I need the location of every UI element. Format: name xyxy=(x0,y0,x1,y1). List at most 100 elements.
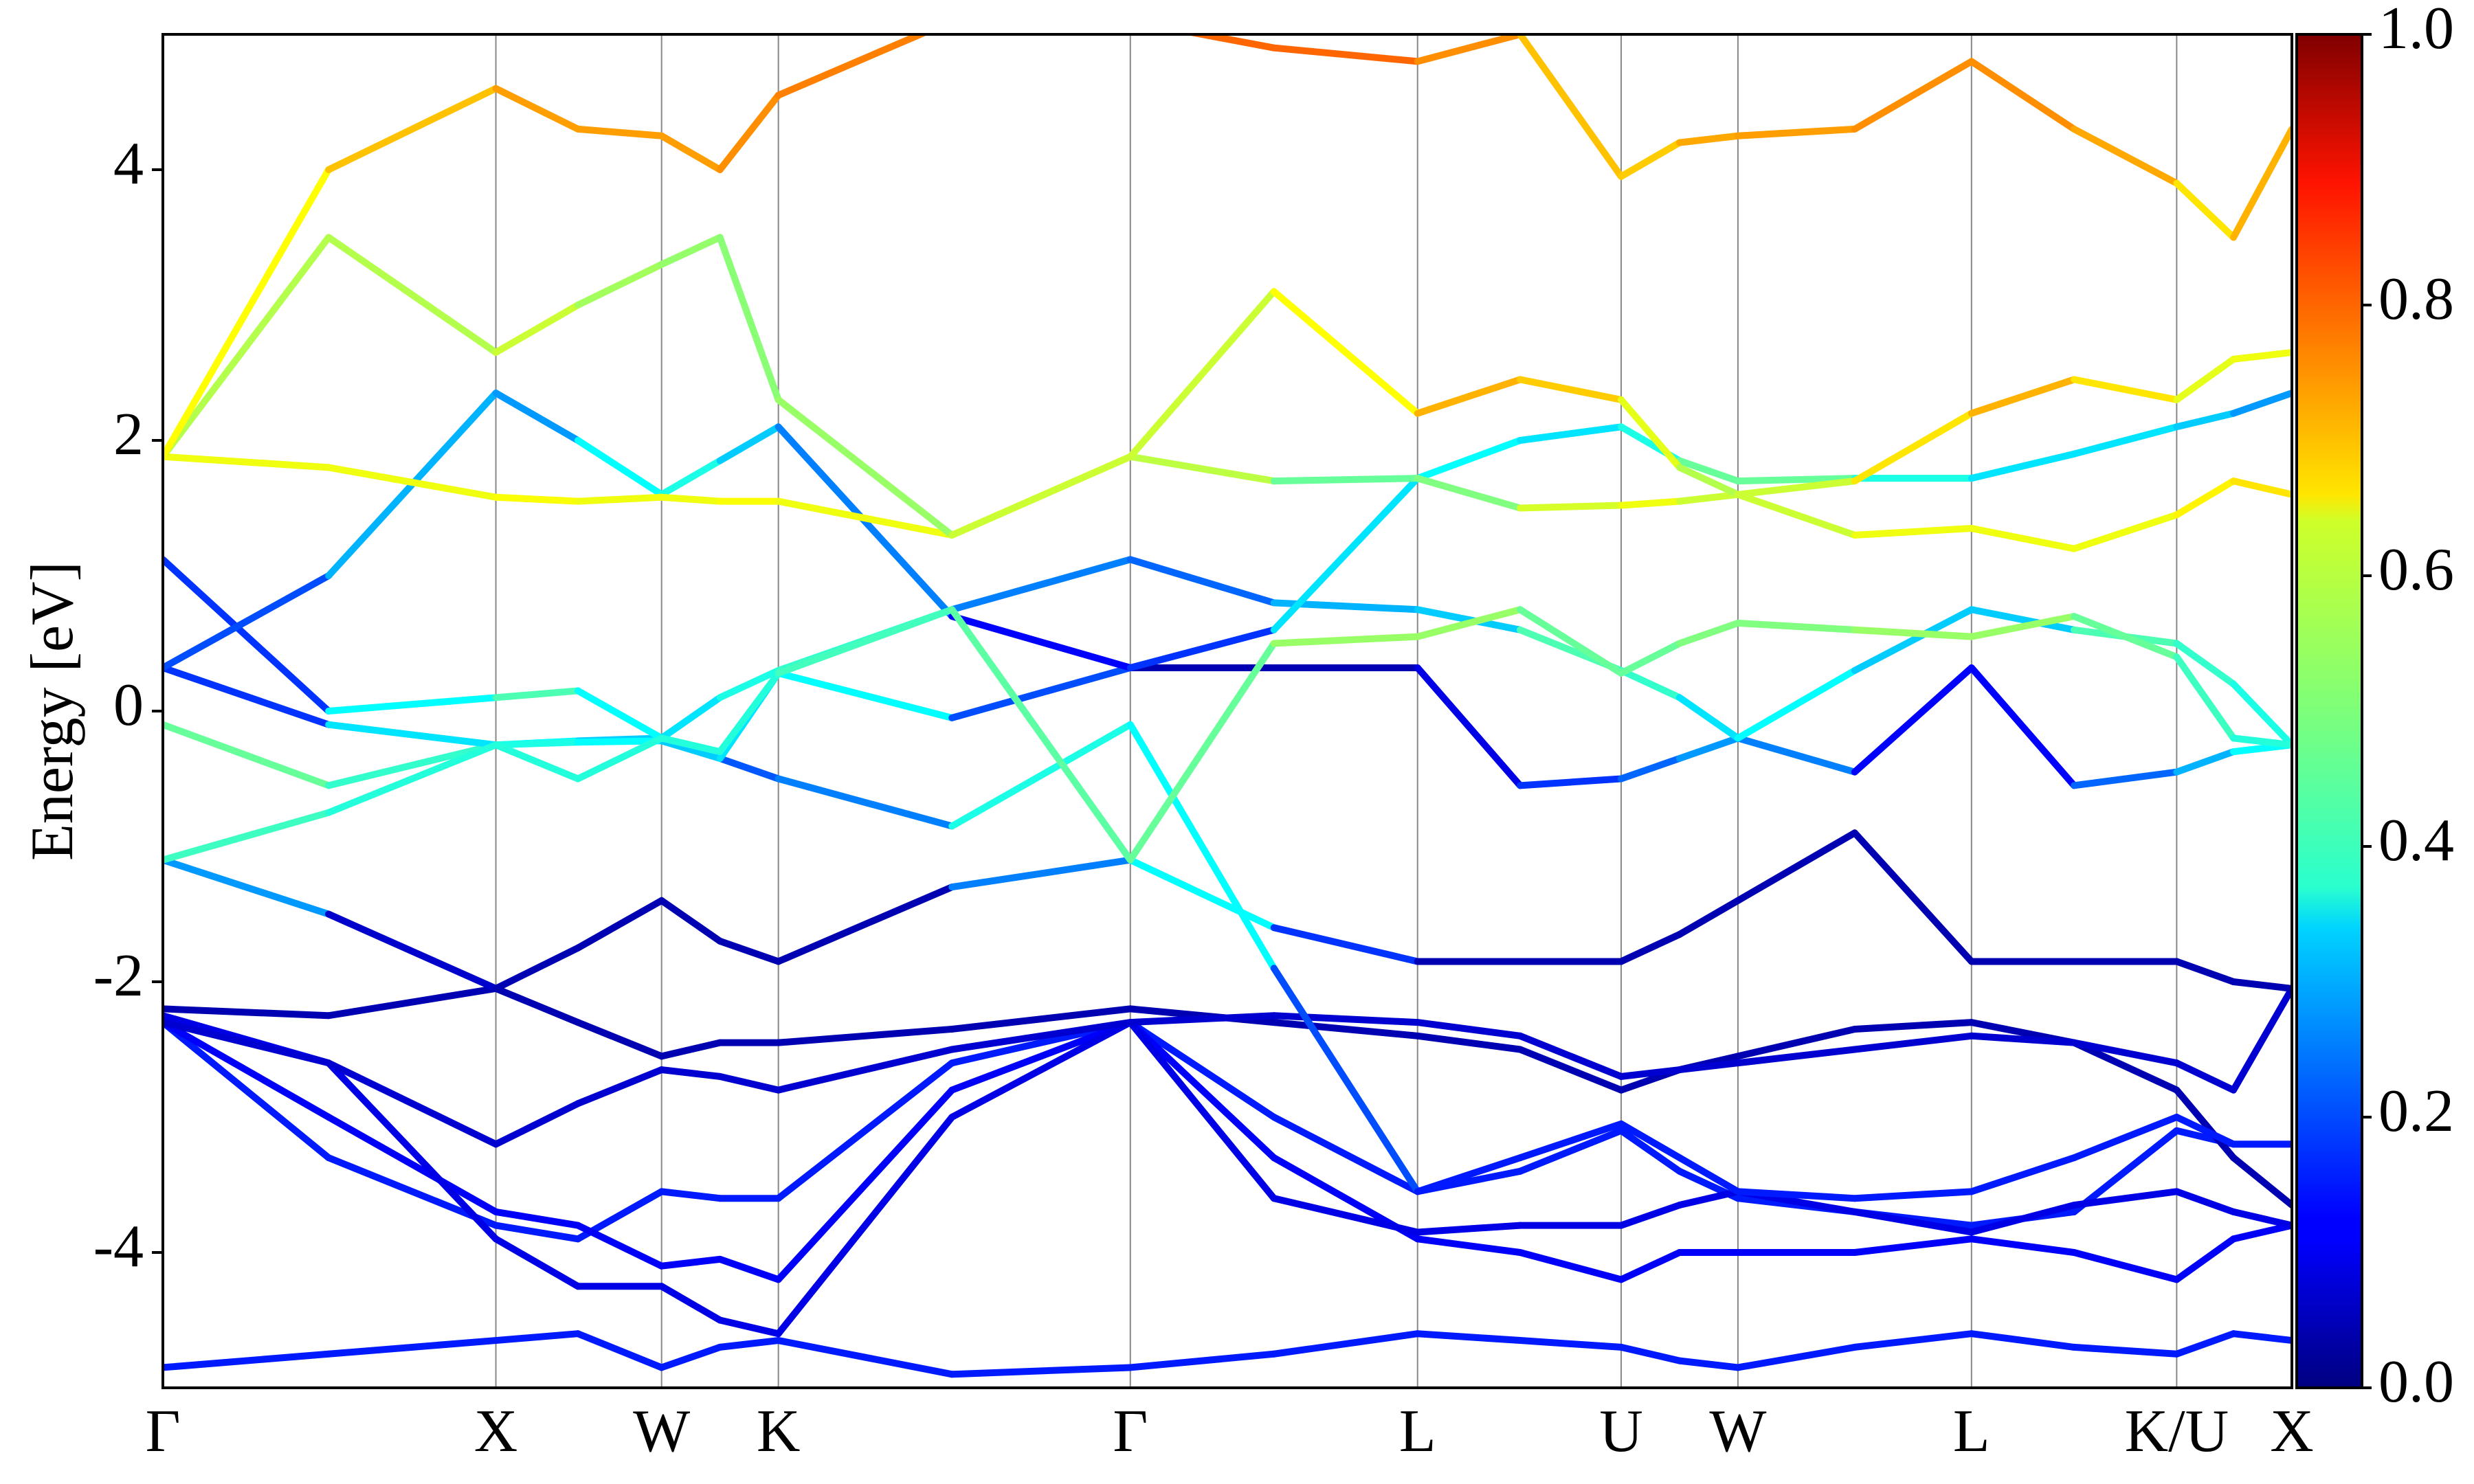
band-segment xyxy=(948,664,1134,721)
band-segment xyxy=(774,775,956,830)
colorbar-tick-label: 0.0 xyxy=(2378,1349,2454,1415)
band-segment xyxy=(1968,1032,2078,1046)
band-segment xyxy=(1414,437,1524,482)
band-segment xyxy=(948,613,1134,671)
band-segment xyxy=(1734,1343,1858,1371)
band-segment xyxy=(492,944,581,992)
band-segment xyxy=(1126,556,1278,607)
band-segment xyxy=(1968,664,2078,789)
band-segment xyxy=(2071,376,2181,403)
band-segment xyxy=(1968,1330,2078,1351)
band-segment xyxy=(2071,1039,2181,1067)
band-segment xyxy=(1270,475,1421,485)
band-segment xyxy=(1968,1235,2078,1256)
band-segment xyxy=(325,234,500,356)
band-segment xyxy=(2230,985,2292,1094)
band-segment xyxy=(1734,1025,1858,1060)
band-segment xyxy=(948,453,1134,539)
band-segment xyxy=(1414,1032,1524,1053)
band-segment xyxy=(658,1188,724,1202)
band-segment xyxy=(325,1337,500,1358)
band-segment xyxy=(1126,1019,1278,1162)
band-segment xyxy=(2071,613,2181,661)
band-segment xyxy=(1617,1120,1683,1162)
band-segment xyxy=(1617,139,1683,180)
band-segment xyxy=(163,809,333,864)
band-segment xyxy=(574,897,665,952)
band-segment xyxy=(1270,475,1421,633)
x-tick-label: L xyxy=(1953,1398,1990,1465)
band-segment xyxy=(325,1059,500,1243)
band-segment xyxy=(163,556,333,715)
band-segment xyxy=(716,1255,782,1283)
band-segment xyxy=(325,721,500,749)
band-segment xyxy=(2173,477,2238,519)
band-segment xyxy=(1617,396,1683,471)
colorbar-tick-label: 0.2 xyxy=(2378,1078,2454,1145)
band-segment xyxy=(1851,409,1975,485)
band-segment xyxy=(1851,1019,1975,1033)
band-segment xyxy=(574,734,665,783)
band-segment xyxy=(658,1066,724,1080)
band-segment xyxy=(658,234,724,268)
band-segment xyxy=(774,1025,956,1046)
band-segment xyxy=(2230,1222,2292,1243)
band-segment xyxy=(1517,1032,1625,1080)
band-segment xyxy=(658,493,724,505)
band-segment xyxy=(774,1337,956,1378)
band-segment xyxy=(1968,376,2078,417)
band-segment xyxy=(325,741,500,789)
band-segment xyxy=(2071,768,2181,789)
band-segment xyxy=(774,396,956,539)
band-segment xyxy=(774,1114,956,1338)
band-segment xyxy=(716,666,782,701)
band-segment xyxy=(574,687,665,742)
band-segment xyxy=(325,910,500,992)
band-segment xyxy=(2230,1330,2292,1345)
band-segment xyxy=(492,1208,581,1229)
band-segment xyxy=(1414,1154,1524,1195)
band-segment xyxy=(1675,1154,1741,1195)
band-segment xyxy=(1517,1120,1625,1162)
band-segment xyxy=(1734,666,1858,742)
band-segment xyxy=(1734,491,1858,539)
band-segment xyxy=(1414,1019,1524,1039)
x-tick-label: K/U xyxy=(2125,1398,2229,1465)
y-tick-label: 4 xyxy=(113,131,144,197)
band-segment xyxy=(2173,653,2238,742)
band-segment xyxy=(1617,640,1683,677)
band-segment xyxy=(1734,619,1858,633)
band-segment xyxy=(774,34,930,99)
x-tick-label: Γ xyxy=(146,1398,181,1465)
band-segment xyxy=(163,234,333,460)
band-segment xyxy=(1734,829,1858,904)
band-segment xyxy=(1968,58,2078,133)
band-segment xyxy=(948,556,1134,614)
band-segment xyxy=(1851,1032,1975,1053)
band-segment xyxy=(1126,453,1278,485)
band-segment xyxy=(1414,606,1524,640)
band-segment xyxy=(2230,390,2292,417)
band-segment xyxy=(1968,525,2078,552)
band-segment xyxy=(774,884,956,965)
band-segment xyxy=(492,985,581,1026)
band-segment xyxy=(948,1019,1134,1053)
band-segment xyxy=(2071,511,2181,552)
band-segment xyxy=(716,91,782,173)
band-segment xyxy=(492,390,581,444)
band-segment xyxy=(325,1059,500,1148)
band-segment xyxy=(2071,1127,2181,1215)
band-segment xyxy=(716,669,782,756)
band-segment xyxy=(574,737,665,746)
band-segment xyxy=(163,1019,333,1162)
band-segment xyxy=(716,423,782,464)
band-segment xyxy=(1675,132,1741,146)
band-segment xyxy=(163,572,333,671)
band-segment xyxy=(1734,734,1858,776)
band-segment xyxy=(325,741,500,816)
x-tick-label: Γ xyxy=(1113,1398,1148,1465)
band-segment xyxy=(948,1019,1134,1121)
band-segment xyxy=(492,687,581,701)
band-segment xyxy=(1617,1202,1683,1229)
band-segment xyxy=(1270,1019,1421,1039)
